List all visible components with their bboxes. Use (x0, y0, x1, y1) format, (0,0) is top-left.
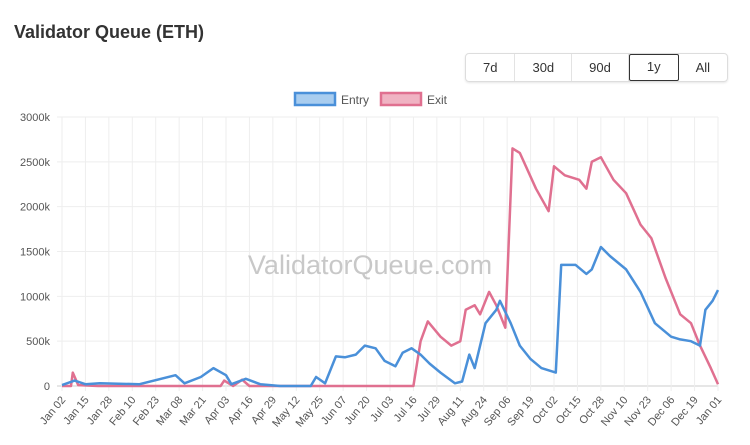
series-line-exit (62, 147, 720, 388)
range-7d-button[interactable]: 7d (466, 54, 516, 81)
x-tick-label: Mar 21 (178, 394, 209, 428)
y-tick-label: 0 (44, 381, 50, 393)
range-90d-button[interactable]: 90d (572, 54, 629, 81)
y-tick-label: 1500k (20, 247, 50, 259)
legend-swatch-exit (379, 91, 423, 107)
legend-swatch-entry (293, 91, 337, 107)
page-title: Validator Queue (ETH) (14, 22, 205, 42)
y-tick-label: 1000k (20, 291, 50, 303)
x-tick-label: Jun 20 (342, 394, 372, 427)
x-tick-label: Jul 03 (368, 394, 396, 424)
y-tick-label: 3000k (20, 112, 50, 124)
range-30d-button[interactable]: 30d (515, 54, 573, 81)
x-tick-label: Jul 16 (392, 394, 420, 424)
y-tick-label: 2500k (20, 157, 50, 169)
range-1y-button[interactable]: 1y (628, 54, 679, 81)
range-all-button[interactable]: All (695, 60, 711, 75)
y-tick-label: 2000k (20, 202, 50, 214)
y-tick-label: 500k (26, 336, 50, 348)
watermark: ValidatorQueue.com (248, 250, 492, 280)
series-line-entry (61, 245, 720, 388)
range-selector: 7d 30d 90d 1y All (465, 53, 729, 82)
x-tick-label: Jan 01 (694, 394, 724, 427)
legend-label-entry: Entry (341, 93, 369, 107)
legend-label-exit: Exit (427, 93, 448, 107)
